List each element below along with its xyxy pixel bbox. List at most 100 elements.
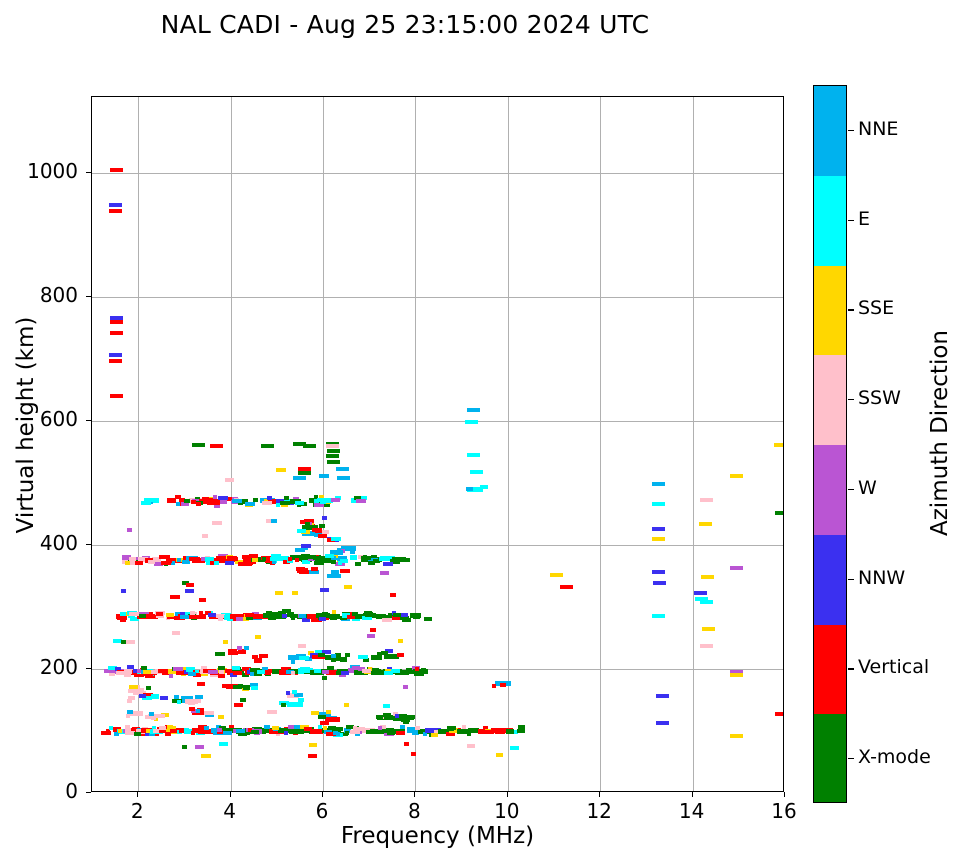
data-point bbox=[339, 615, 347, 620]
data-point bbox=[774, 511, 783, 516]
data-point bbox=[311, 566, 319, 571]
data-point bbox=[148, 712, 154, 717]
data-point bbox=[406, 558, 411, 563]
data-point bbox=[190, 499, 196, 504]
data-point bbox=[313, 502, 324, 507]
data-point bbox=[270, 553, 281, 558]
data-point bbox=[405, 667, 412, 672]
data-point bbox=[253, 497, 259, 502]
data-point bbox=[322, 650, 331, 654]
data-point bbox=[204, 611, 211, 616]
data-point bbox=[320, 588, 330, 593]
data-point bbox=[119, 618, 126, 622]
data-point bbox=[238, 730, 245, 735]
data-point bbox=[251, 557, 258, 562]
x-axis-tick-label: 8 bbox=[408, 799, 421, 823]
data-point bbox=[385, 649, 393, 653]
data-point bbox=[287, 556, 292, 561]
data-point bbox=[217, 617, 223, 622]
data-point bbox=[134, 732, 142, 737]
data-point bbox=[203, 725, 209, 730]
data-point bbox=[190, 556, 200, 561]
data-point bbox=[243, 685, 251, 690]
data-point bbox=[101, 730, 112, 735]
data-point bbox=[356, 499, 367, 504]
data-point bbox=[385, 654, 399, 659]
data-point bbox=[108, 353, 122, 358]
data-point bbox=[227, 651, 238, 656]
data-point bbox=[126, 709, 133, 714]
data-point bbox=[219, 669, 225, 674]
data-point bbox=[213, 560, 219, 565]
y-axis-tick-label: 800 bbox=[39, 282, 78, 307]
y-axis-tick-label: 1000 bbox=[27, 158, 78, 183]
data-point bbox=[126, 714, 131, 719]
data-point bbox=[115, 671, 124, 676]
data-point bbox=[156, 612, 163, 617]
data-point bbox=[694, 591, 708, 596]
data-point bbox=[382, 617, 393, 622]
data-point bbox=[380, 725, 387, 730]
data-point bbox=[362, 668, 372, 673]
data-point bbox=[730, 733, 743, 738]
data-point bbox=[180, 699, 189, 703]
data-point bbox=[172, 630, 181, 635]
data-point bbox=[351, 665, 360, 670]
data-point bbox=[154, 731, 159, 736]
data-point bbox=[383, 703, 391, 708]
data-point bbox=[492, 683, 496, 688]
data-point bbox=[115, 666, 122, 671]
data-point bbox=[430, 732, 438, 737]
data-point bbox=[218, 666, 226, 671]
data-point bbox=[304, 519, 315, 525]
data-point bbox=[153, 561, 163, 566]
colorbar-tick-label: NNW bbox=[858, 566, 906, 589]
data-point bbox=[347, 668, 356, 674]
colorbar-tick bbox=[848, 488, 854, 491]
data-point bbox=[445, 731, 455, 736]
data-point bbox=[326, 710, 332, 715]
data-point bbox=[237, 561, 248, 566]
data-point bbox=[203, 710, 214, 715]
data-point bbox=[194, 496, 200, 501]
data-point bbox=[157, 727, 173, 733]
data-point bbox=[333, 654, 339, 659]
data-point bbox=[700, 644, 713, 648]
data-point bbox=[310, 728, 323, 734]
data-point bbox=[381, 651, 389, 656]
data-point bbox=[292, 591, 298, 596]
data-point bbox=[328, 656, 334, 660]
data-point bbox=[382, 561, 393, 566]
data-point bbox=[108, 665, 118, 670]
data-point bbox=[195, 498, 211, 504]
data-point bbox=[392, 557, 407, 563]
data-point bbox=[306, 554, 317, 559]
data-point bbox=[310, 710, 319, 715]
data-point bbox=[133, 669, 139, 674]
data-point bbox=[379, 556, 387, 561]
data-point bbox=[295, 501, 305, 506]
data-point bbox=[132, 557, 140, 563]
data-point bbox=[144, 732, 152, 737]
data-point bbox=[204, 730, 210, 735]
data-point bbox=[145, 693, 151, 698]
data-point bbox=[382, 712, 391, 717]
data-point bbox=[773, 443, 783, 447]
data-point bbox=[294, 725, 301, 730]
data-point bbox=[140, 666, 147, 671]
data-point bbox=[326, 459, 340, 464]
data-point bbox=[189, 707, 195, 712]
data-point bbox=[104, 668, 115, 673]
data-point bbox=[105, 728, 110, 733]
data-point bbox=[391, 560, 397, 564]
data-point bbox=[149, 694, 159, 700]
data-point bbox=[251, 611, 259, 616]
data-point bbox=[249, 553, 259, 558]
data-point bbox=[175, 669, 189, 675]
data-point bbox=[335, 657, 341, 662]
data-point bbox=[144, 714, 151, 719]
data-point bbox=[266, 710, 277, 715]
data-point bbox=[182, 559, 191, 564]
data-point bbox=[242, 554, 253, 559]
data-point bbox=[350, 498, 360, 504]
